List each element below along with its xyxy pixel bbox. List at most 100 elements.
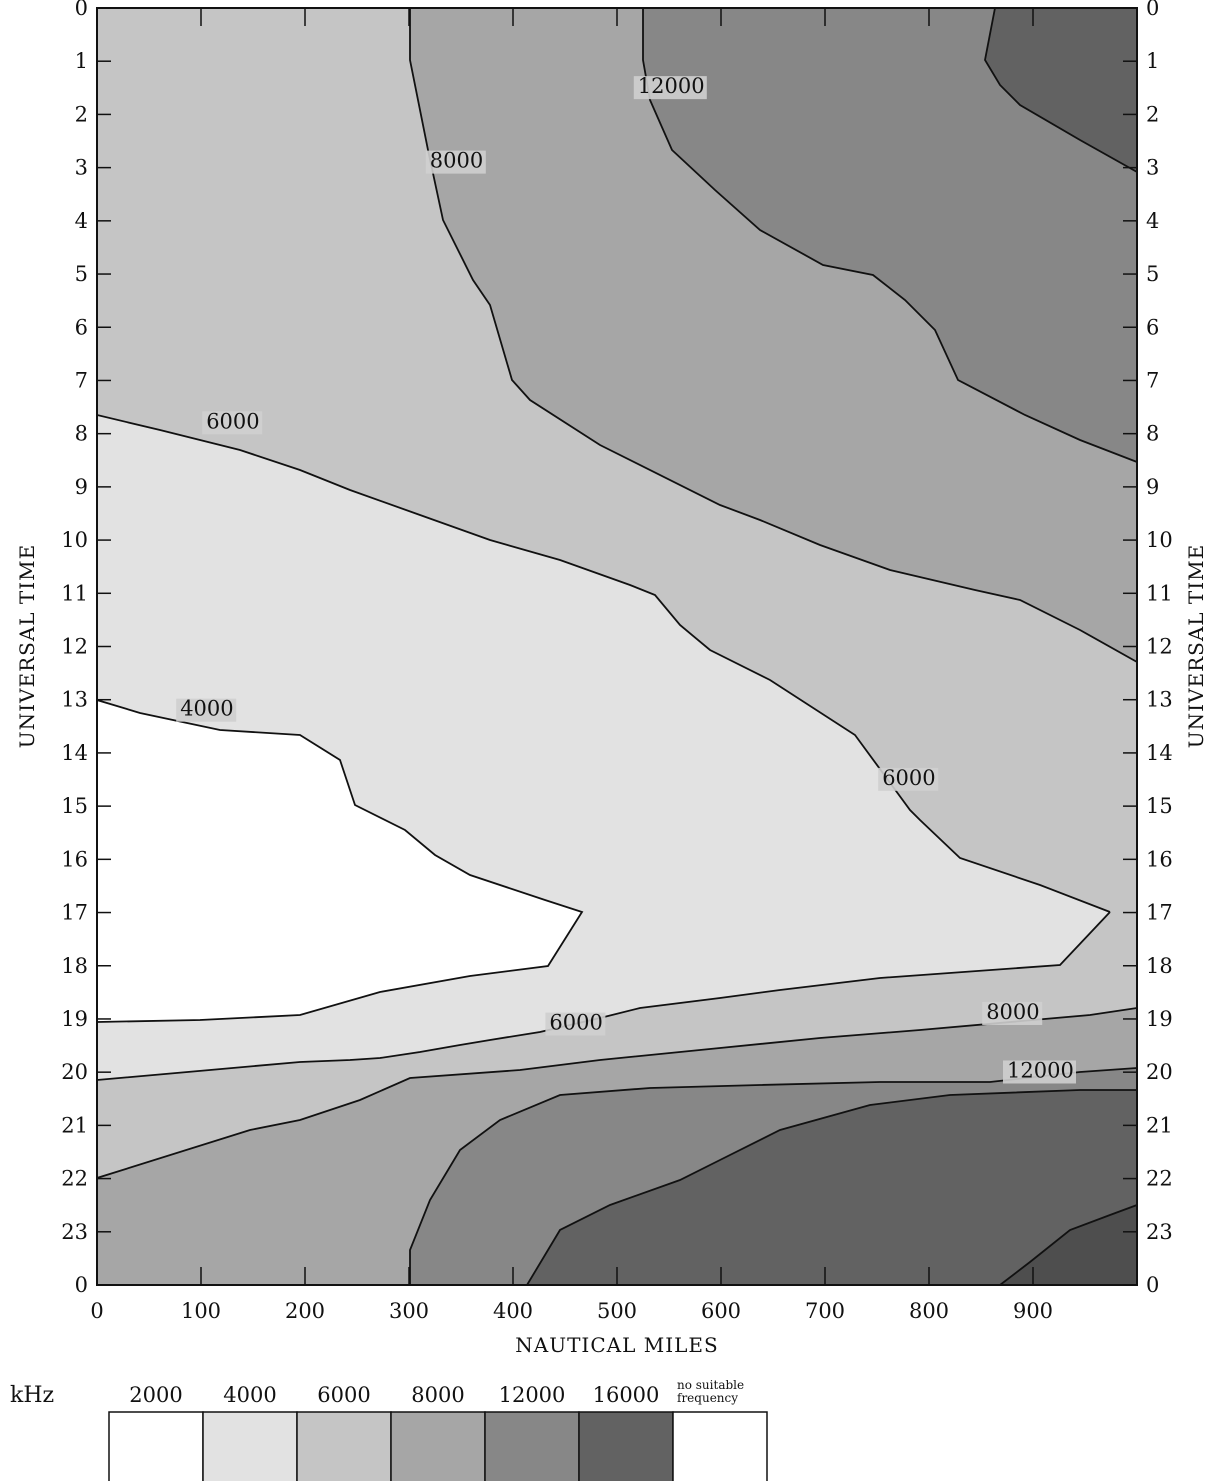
contour-label-group: 6000 — [202, 409, 263, 435]
contour-6000-upper — [97, 414, 1111, 913]
y-tick-label-left: 0 — [75, 1273, 88, 1297]
y-tick-label-left: 8 — [75, 422, 88, 446]
y-tick-label-right: 0 — [1146, 0, 1159, 20]
y-tick-label-right: 1 — [1146, 49, 1159, 73]
contour-label: 8000 — [430, 149, 483, 173]
legend-label: 16000 — [593, 1383, 660, 1407]
frequency-legend: kHz 2000 4000 6000 8000 12000 16000 no suitabl… — [10, 1378, 768, 1481]
contour-label-bg — [176, 698, 237, 722]
legend-label: 4000 — [223, 1383, 276, 1407]
contour-label: 12000 — [1007, 1058, 1074, 1082]
contour-label-group: 4000 — [176, 697, 237, 722]
contour-label-bg — [202, 411, 263, 435]
contour-6000-lower — [97, 911, 1111, 1081]
contour-label-bg — [545, 1012, 606, 1036]
region-2000 — [97, 700, 582, 1022]
y-tick-label-right: 7 — [1146, 368, 1159, 392]
contour-4000 — [97, 699, 584, 1023]
y-tick-label-right: 10 — [1146, 528, 1173, 552]
y-tick-label-right: 21 — [1146, 1113, 1173, 1137]
y-tick-label-left: 0 — [75, 0, 88, 20]
contour-label-bg — [1003, 1060, 1076, 1084]
y-tick-label-right: 9 — [1146, 475, 1159, 499]
y-tick-label-left: 11 — [61, 581, 88, 605]
y-tick-label-left: 13 — [61, 688, 88, 712]
x-tick-label: 100 — [181, 1299, 221, 1323]
y-tick-label-right: 3 — [1146, 156, 1159, 180]
y-tick-label-right: 6 — [1146, 315, 1159, 339]
contour-8000-lower — [97, 1007, 1137, 1179]
contour-label: 6000 — [549, 1011, 602, 1035]
contour-label: 8000 — [986, 1000, 1039, 1024]
legend-label: 6000 — [317, 1383, 370, 1407]
y-axis-title-left: UNIVERSAL TIME — [15, 544, 39, 748]
x-tick-label: 500 — [597, 1299, 637, 1323]
legend-label-line2: frequency — [677, 1391, 738, 1405]
region-16000-corner — [1000, 1205, 1137, 1285]
y-tick-label-right: 5 — [1146, 262, 1159, 286]
contour-label: 6000 — [206, 409, 259, 433]
region-12000-upper — [643, 8, 1137, 462]
legend-swatch — [578, 1411, 674, 1481]
y-axis-title-right: UNIVERSAL TIME — [1184, 544, 1208, 748]
contour-label-group: 6000 — [878, 766, 939, 791]
y-tick-label-left: 12 — [61, 635, 88, 659]
x-tick-label: 700 — [805, 1299, 845, 1323]
contour-labels: 12000 8000 6000 4000 6000 6000 8000 12000 — [176, 74, 1076, 1084]
y-tick-label-left: 3 — [75, 156, 88, 180]
y-tick-label-right: 19 — [1146, 1007, 1173, 1031]
y-tick-label-right: 0 — [1146, 1273, 1159, 1297]
contour-label-group: 8000 — [982, 1000, 1043, 1025]
x-axis-title: NAUTICAL MILES — [515, 1333, 718, 1357]
y-tick-label-left: 1 — [75, 49, 88, 73]
contour-12000-upper — [642, 8, 1137, 463]
region-16000-upper — [985, 8, 1137, 172]
y-tick-label-left: 20 — [61, 1060, 88, 1084]
legend-swatch — [296, 1411, 392, 1481]
y-tick-label-right: 22 — [1146, 1167, 1173, 1191]
legend-swatch — [108, 1411, 204, 1481]
contour-16000-upper — [984, 8, 1137, 173]
y-tick-label-right: 23 — [1146, 1220, 1173, 1244]
contour-8000-upper — [409, 8, 1137, 663]
y-tick-label-left: 9 — [75, 475, 88, 499]
y-tick-label-right: 13 — [1146, 688, 1173, 712]
contour-label-group: 12000 — [1003, 1058, 1076, 1084]
contour-label-group: 8000 — [425, 149, 486, 174]
legend-swatch — [202, 1411, 298, 1481]
contour-label-bg — [878, 767, 939, 791]
contour-label: 12000 — [638, 74, 705, 98]
y-tick-label-left: 23 — [61, 1220, 88, 1244]
y-tick-label-left: 2 — [75, 102, 88, 126]
legend-label: 2000 — [129, 1383, 182, 1407]
legend-swatch — [672, 1411, 768, 1481]
y-tick-label-left: 7 — [75, 368, 88, 392]
y-tick-label-left: 18 — [61, 954, 88, 978]
y-tick-label-right: 8 — [1146, 422, 1159, 446]
legend-label: 12000 — [499, 1383, 566, 1407]
y-tick-label-left: 22 — [61, 1167, 88, 1191]
x-tick-label: 0 — [90, 1299, 103, 1323]
x-tick-label: 900 — [1013, 1299, 1053, 1323]
y-tick-label-right: 14 — [1146, 741, 1173, 765]
contour-label-group: 6000 — [545, 1011, 606, 1036]
y-tick-label-left: 4 — [75, 209, 88, 233]
legend-unit-label: kHz — [10, 1383, 54, 1408]
legend-swatch — [390, 1411, 486, 1481]
region-16000-lower — [527, 1090, 1137, 1285]
y-tick-label-left: 21 — [61, 1113, 88, 1137]
frequency-regions: 12000 8000 6000 4000 6000 6000 8000 12000 — [97, 8, 1137, 1285]
contour-16000-lower — [526, 1089, 1137, 1285]
contour-label-bg — [633, 76, 707, 100]
y-tick-label-right: 16 — [1146, 847, 1173, 871]
y-tick-label-right: 18 — [1146, 954, 1173, 978]
contour-label-group: 12000 — [633, 74, 707, 100]
y-tick-label-left: 6 — [75, 315, 88, 339]
y-tick-label-right: 17 — [1146, 901, 1173, 925]
y-tick-label-left: 5 — [75, 262, 88, 286]
y-tick-label-right: 4 — [1146, 209, 1159, 233]
contour-label: 6000 — [882, 766, 935, 790]
legend-label: 8000 — [411, 1383, 464, 1407]
y-tick-label-right: 2 — [1146, 102, 1159, 126]
